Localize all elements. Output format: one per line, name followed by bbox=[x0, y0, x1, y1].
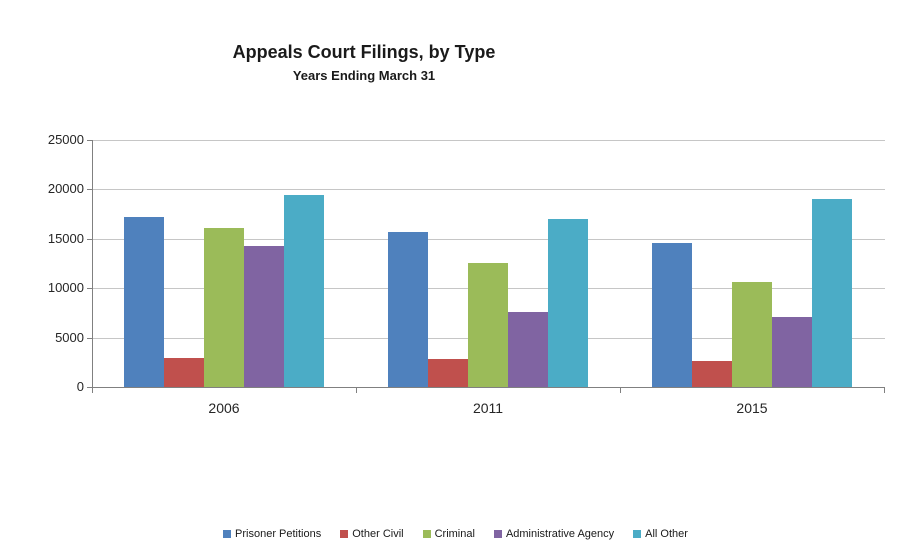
bar-2011-criminal bbox=[468, 262, 508, 387]
x-axis-tick bbox=[884, 388, 885, 393]
bar-2006-all-other bbox=[284, 194, 324, 387]
grid-line bbox=[92, 189, 885, 191]
y-axis-label: 25000 bbox=[47, 132, 84, 147]
x-axis-line bbox=[92, 387, 885, 388]
y-axis-tick bbox=[87, 140, 92, 141]
bar-2015-prisoner-petitions bbox=[652, 242, 692, 387]
y-axis-label: 20000 bbox=[47, 181, 84, 197]
x-axis-tick bbox=[620, 388, 621, 393]
legend-swatch-icon bbox=[422, 530, 431, 538]
legend-item: Criminal bbox=[422, 528, 475, 540]
y-axis-label: 10000 bbox=[47, 280, 84, 296]
bar-2006-prisoner-petitions bbox=[124, 217, 164, 387]
x-axis-label: 2006 bbox=[208, 400, 240, 416]
legend-swatch-icon bbox=[633, 530, 642, 538]
legend-swatch-icon bbox=[223, 530, 232, 538]
legend: Prisoner Petitions Other Civil Criminal Adm… bbox=[0, 528, 911, 540]
bar-2011-administrative-agency bbox=[508, 311, 548, 387]
y-axis-tick bbox=[87, 337, 92, 339]
legend-swatch-icon bbox=[340, 530, 349, 538]
y-axis-label: 15000 bbox=[47, 230, 84, 246]
legend-item: Administrative Agency bbox=[493, 528, 615, 540]
x-axis-label: 2015 bbox=[736, 400, 768, 416]
legend-label: All Other bbox=[645, 528, 688, 540]
y-axis-label: 0 bbox=[76, 379, 84, 394]
bar-2015-criminal bbox=[732, 281, 772, 387]
y-axis-line bbox=[92, 140, 93, 387]
bar-2011-other-civil bbox=[428, 359, 468, 387]
title-block: Appeals Court Filings, by Type Years End… bbox=[0, 42, 728, 83]
x-axis-label: 2011 bbox=[472, 400, 504, 416]
bar-2006-criminal bbox=[204, 227, 244, 387]
legend-item: Other Civil bbox=[340, 528, 404, 540]
legend-label: Other Civil bbox=[352, 528, 404, 540]
y-axis-tick bbox=[87, 387, 92, 388]
legend-label: Administrative Agency bbox=[505, 528, 615, 540]
legend-label: Criminal bbox=[434, 528, 475, 540]
bar-2011-prisoner-petitions bbox=[388, 231, 428, 387]
bar-2006-other-civil bbox=[164, 357, 204, 387]
bar-2006-administrative-agency bbox=[244, 245, 284, 387]
legend-swatch-icon bbox=[493, 530, 502, 538]
bar-2015-administrative-agency bbox=[772, 316, 812, 387]
x-axis-tick bbox=[356, 388, 357, 393]
y-axis-tick bbox=[87, 238, 92, 240]
grid-line bbox=[92, 140, 885, 141]
legend-label: Prisoner Petitions bbox=[235, 528, 322, 540]
y-axis-tick bbox=[87, 189, 92, 191]
x-axis-tick bbox=[92, 388, 93, 393]
chart-title: Appeals Court Filings, by Type bbox=[232, 42, 496, 62]
legend-item: All Other bbox=[633, 528, 688, 540]
grid-line bbox=[92, 238, 885, 240]
bar-2011-all-other bbox=[548, 219, 588, 387]
bar-2015-other-civil bbox=[692, 360, 732, 387]
chart-subtitle: Years Ending March 31 bbox=[292, 68, 436, 83]
y-axis-tick bbox=[87, 288, 92, 290]
legend-item: Prisoner Petitions bbox=[223, 528, 321, 540]
bar-2015-all-other bbox=[812, 199, 852, 387]
y-axis-label: 5000 bbox=[55, 329, 84, 345]
